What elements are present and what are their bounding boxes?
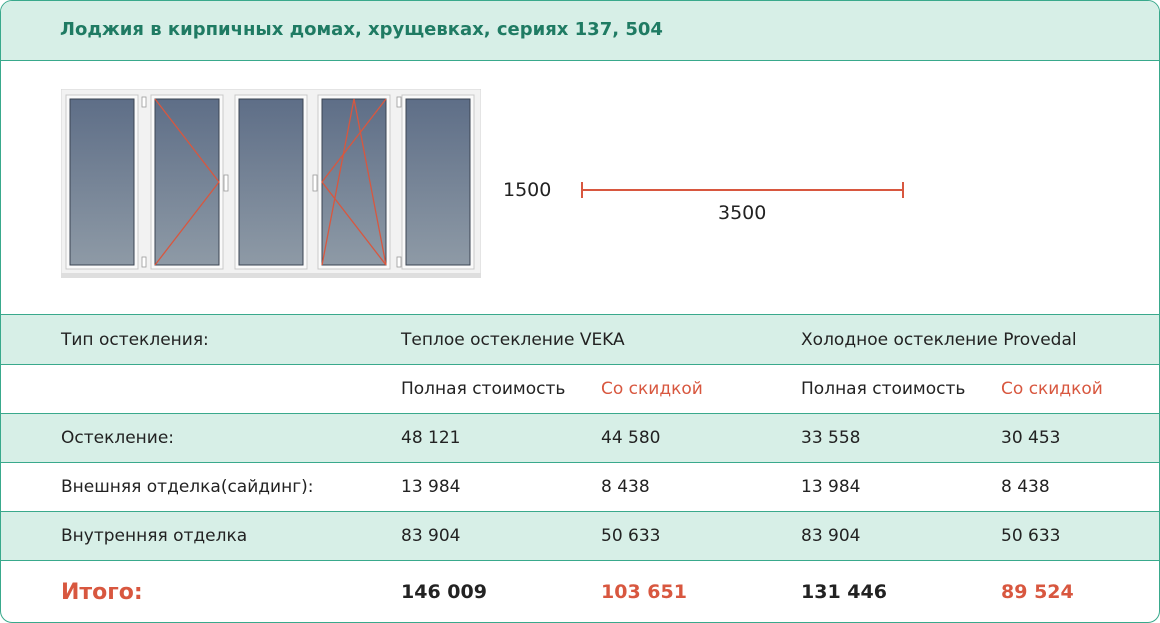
card-header: Лоджия в кирпичных домах, хрущевках, сер…	[1, 1, 1159, 61]
glazing-type-row: Тип остекления: Теплое остекление VEKA Х…	[1, 314, 1159, 365]
warm-discount-price: 50 633	[601, 511, 802, 561]
full-price-header: Полная стоимость	[801, 379, 966, 399]
full-price-header: Полная стоимость	[401, 379, 566, 399]
glazing-type-label: Тип остекления:	[1, 314, 401, 365]
window-drawing: 1500 3500	[1, 61, 1159, 313]
cold-total-full: 131 446	[801, 581, 887, 603]
total-row: Итого: 146 009 103 651 131 446 89 524	[1, 561, 1159, 623]
warm-total-full: 146 009	[401, 581, 487, 603]
warm-total-discount: 103 651	[601, 581, 687, 603]
cold-total-discount: 89 524	[1001, 581, 1074, 603]
window-illustration	[61, 89, 481, 278]
row-label: Внутренняя отделка	[1, 511, 401, 561]
warm-glazing-header: Теплое остекление VEKA	[401, 314, 802, 365]
warm-full-price: 13 984	[401, 477, 461, 497]
discount-header: Со скидкой	[1001, 379, 1103, 399]
warm-discount-price: 8 438	[601, 477, 650, 497]
cold-full-price: 83 904	[801, 511, 1002, 561]
warm-full-price: 83 904	[401, 511, 601, 561]
total-label: Итого:	[61, 579, 143, 605]
table-row: Внешняя отделка(сайдинг): 13 984 8 438 1…	[1, 463, 1159, 512]
cold-full-price: 33 558	[801, 413, 1002, 463]
cold-full-price: 13 984	[801, 477, 861, 497]
cold-discount-price: 50 633	[1001, 511, 1159, 561]
table-row: Остекление: 48 121 44 580 33 558 30 453	[1, 413, 1159, 463]
price-kind-row: Полная стоимость Со скидкой Полная стоим…	[1, 365, 1159, 414]
row-label: Внешняя отделка(сайдинг):	[61, 477, 314, 497]
price-table: Тип остекления: Теплое остекление VEKA Х…	[1, 314, 1159, 623]
cold-discount-price: 30 453	[1001, 413, 1159, 463]
cold-glazing-header: Холодное остекление Provedal	[801, 314, 1159, 365]
row-label: Остекление:	[1, 413, 401, 463]
discount-header: Со скидкой	[601, 379, 703, 399]
height-dimension: 1500	[503, 179, 552, 201]
warm-full-price: 48 121	[401, 413, 601, 463]
width-dimension-line	[581, 182, 904, 198]
cold-discount-price: 8 438	[1001, 477, 1050, 497]
warm-discount-price: 44 580	[601, 413, 802, 463]
card-title: Лоджия в кирпичных домах, хрущевках, сер…	[60, 19, 663, 40]
table-row: Внутренняя отделка 83 904 50 633 83 904 …	[1, 511, 1159, 561]
width-dimension: 3500	[718, 202, 767, 224]
